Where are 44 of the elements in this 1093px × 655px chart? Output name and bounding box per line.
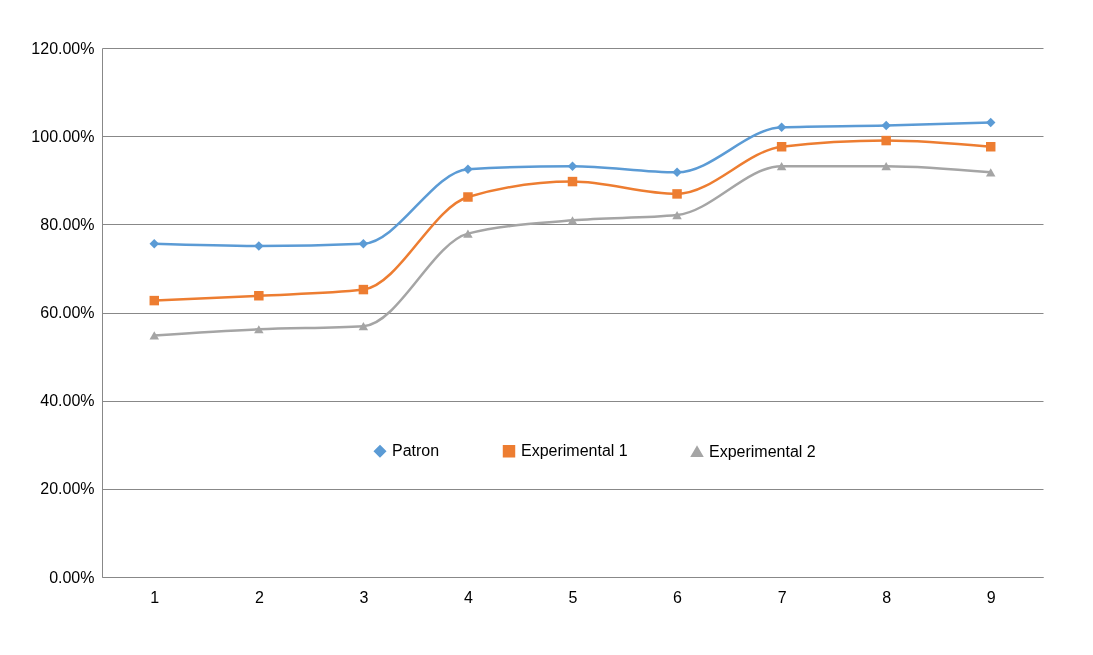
y-tick-label: 40.00% [40, 392, 95, 410]
x-tick-label: 1 [150, 588, 160, 606]
point [254, 325, 264, 334]
x-tick-label: 4 [463, 588, 473, 606]
x-tick-label: 6 [673, 588, 683, 606]
y-tick-label: 120.00% [31, 39, 95, 57]
y-tick-label: 20.00% [40, 480, 95, 498]
point [567, 216, 578, 225]
y-tick-label: 0.00% [49, 568, 95, 586]
point [881, 120, 891, 131]
point [881, 135, 891, 146]
x-tick-label: 9 [986, 588, 996, 606]
point [985, 142, 996, 152]
point [567, 161, 578, 171]
y-tick-label: 100.00% [31, 127, 95, 145]
x-tick-label: 5 [568, 588, 578, 606]
x-tick-label: 2 [254, 588, 264, 606]
legend-label: Experimental 2 [709, 442, 816, 460]
point [358, 284, 369, 295]
point [881, 162, 891, 171]
point [463, 164, 473, 174]
point [149, 331, 160, 340]
point [672, 189, 682, 199]
legend-label: Patron [392, 442, 440, 460]
x-tick-label: 8 [882, 588, 892, 606]
point [358, 322, 369, 331]
x-tick-label: 3 [359, 588, 369, 606]
legend-label: Experimental 1 [521, 442, 628, 460]
point [358, 238, 369, 249]
point [985, 117, 996, 128]
point [463, 229, 473, 238]
point [463, 192, 473, 202]
point [776, 122, 787, 133]
point [776, 142, 787, 152]
point [254, 241, 264, 251]
y-tick-label: 60.00% [40, 304, 95, 321]
point [776, 162, 787, 171]
point [672, 210, 682, 220]
point [149, 295, 160, 306]
x-tick-label: 7 [777, 588, 787, 606]
point [672, 167, 682, 178]
point [254, 291, 264, 301]
y-tick-label: 80.00% [40, 215, 95, 233]
point [567, 176, 578, 187]
